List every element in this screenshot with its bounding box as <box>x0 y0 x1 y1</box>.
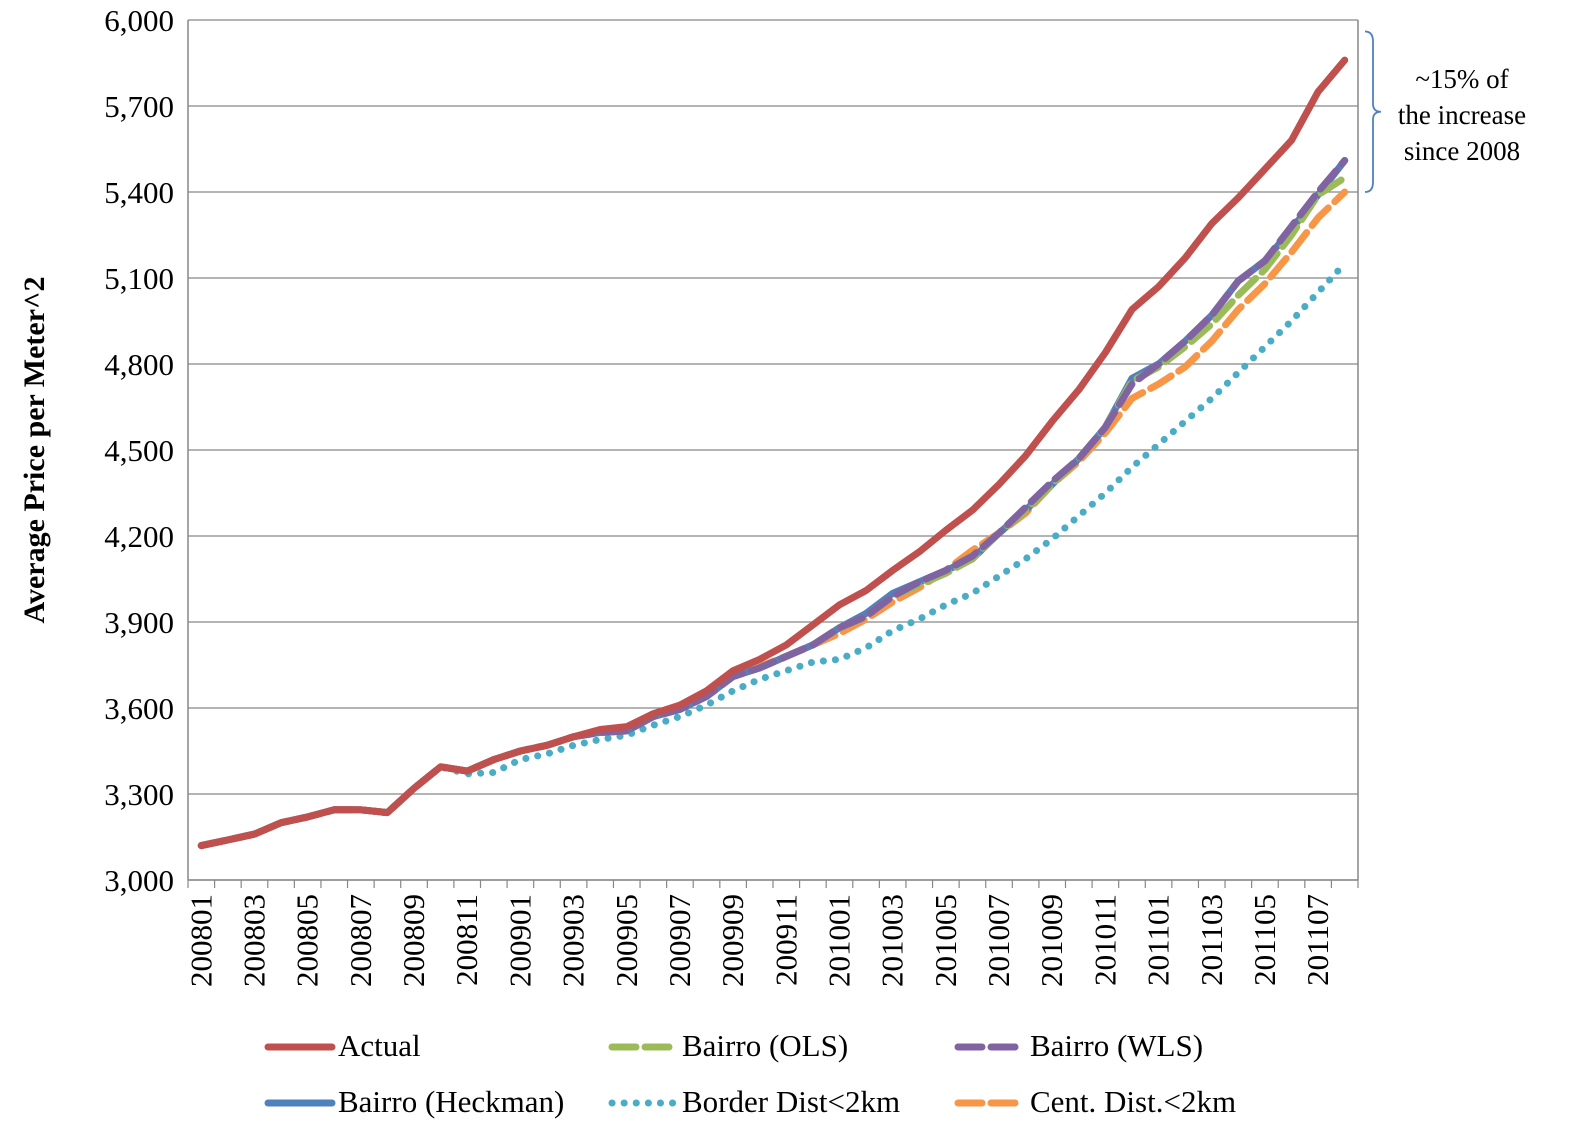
x-tick-label: 201107 <box>1300 894 1335 986</box>
y-tick-label: 5,100 <box>104 261 174 296</box>
legend-label: Bairro (WLS) <box>1030 1028 1203 1063</box>
legend: Actual Bairro (OLS) Bairro (WLS) Bairro (He… <box>264 1028 1236 1119</box>
y-tick-label: 3,600 <box>104 691 174 726</box>
x-tick-label: 201101 <box>1141 894 1176 986</box>
x-tick-label: 201007 <box>981 894 1016 987</box>
y-tick-label: 6,000 <box>104 3 174 38</box>
x-tick-label: 200807 <box>343 894 378 987</box>
x-tick-label: 200809 <box>396 894 431 987</box>
axes <box>187 20 1359 888</box>
y-tick-label: 4,200 <box>104 519 174 554</box>
annotation: ~15% of the increase since 2008 <box>1364 30 1526 193</box>
x-tick-label: 201005 <box>928 894 963 987</box>
series-line-bairro-heckman- <box>197 157 1349 850</box>
x-tick-label: 200803 <box>236 894 271 987</box>
series-line-cent-dist-2km <box>197 188 1349 850</box>
legend-label: Cent. Dist.<2km <box>1030 1084 1236 1119</box>
legend-label: Bairro (OLS) <box>682 1028 848 1063</box>
x-tick-label: 200801 <box>183 894 218 987</box>
x-tick-label: 201105 <box>1247 894 1282 986</box>
annotation-text-line: since 2008 <box>1404 136 1520 166</box>
x-tick-label: 200903 <box>556 894 591 987</box>
legend-label: Border Dist<2km <box>682 1084 900 1119</box>
annotation-text-line: ~15% of <box>1415 64 1508 94</box>
y-tick-label: 5,700 <box>104 89 174 124</box>
x-tick-label: 201103 <box>1194 894 1229 986</box>
annotation-bracket <box>1364 30 1382 193</box>
x-tick-label: 200909 <box>715 894 750 987</box>
y-tick-label: 4,500 <box>104 433 174 468</box>
x-tick-label: 200901 <box>502 894 537 987</box>
y-axis-label: Average Price per Meter^2 <box>18 277 51 624</box>
gridlines <box>188 19 1358 881</box>
x-axis-tick-labels: 200801 200803 200805 200807 200809 200811 2009… <box>183 894 1335 987</box>
x-tick-label: 200911 <box>768 894 803 986</box>
y-tick-label: 3,300 <box>104 777 174 812</box>
x-tick-label: 200811 <box>449 894 484 986</box>
y-axis-tick-labels: 3,000 3,300 3,600 3,900 4,200 4,500 4,800 5,100… <box>104 3 174 898</box>
series-line-border-dist-2km <box>197 260 1349 850</box>
x-tick-label: 200905 <box>609 894 644 987</box>
legend-label: Actual <box>338 1028 421 1063</box>
series-lines <box>197 56 1349 850</box>
y-tick-label: 3,900 <box>104 605 174 640</box>
series-line-actual <box>197 56 1349 850</box>
y-tick-label: 4,800 <box>104 347 174 382</box>
series-line-bairro-wls- <box>197 157 1349 850</box>
legend-label: Bairro (Heckman) <box>338 1084 564 1119</box>
x-tick-label: 200805 <box>290 894 325 987</box>
x-tick-label: 201001 <box>821 894 856 987</box>
x-tick-label: 200907 <box>662 894 697 987</box>
x-tick-label: 201003 <box>875 894 910 987</box>
y-tick-label: 3,000 <box>104 863 174 898</box>
y-tick-label: 5,400 <box>104 175 174 210</box>
x-tick-label: 201011 <box>1087 894 1122 986</box>
x-tick-label: 201009 <box>1034 894 1069 987</box>
annotation-text-line: the increase <box>1398 100 1526 130</box>
